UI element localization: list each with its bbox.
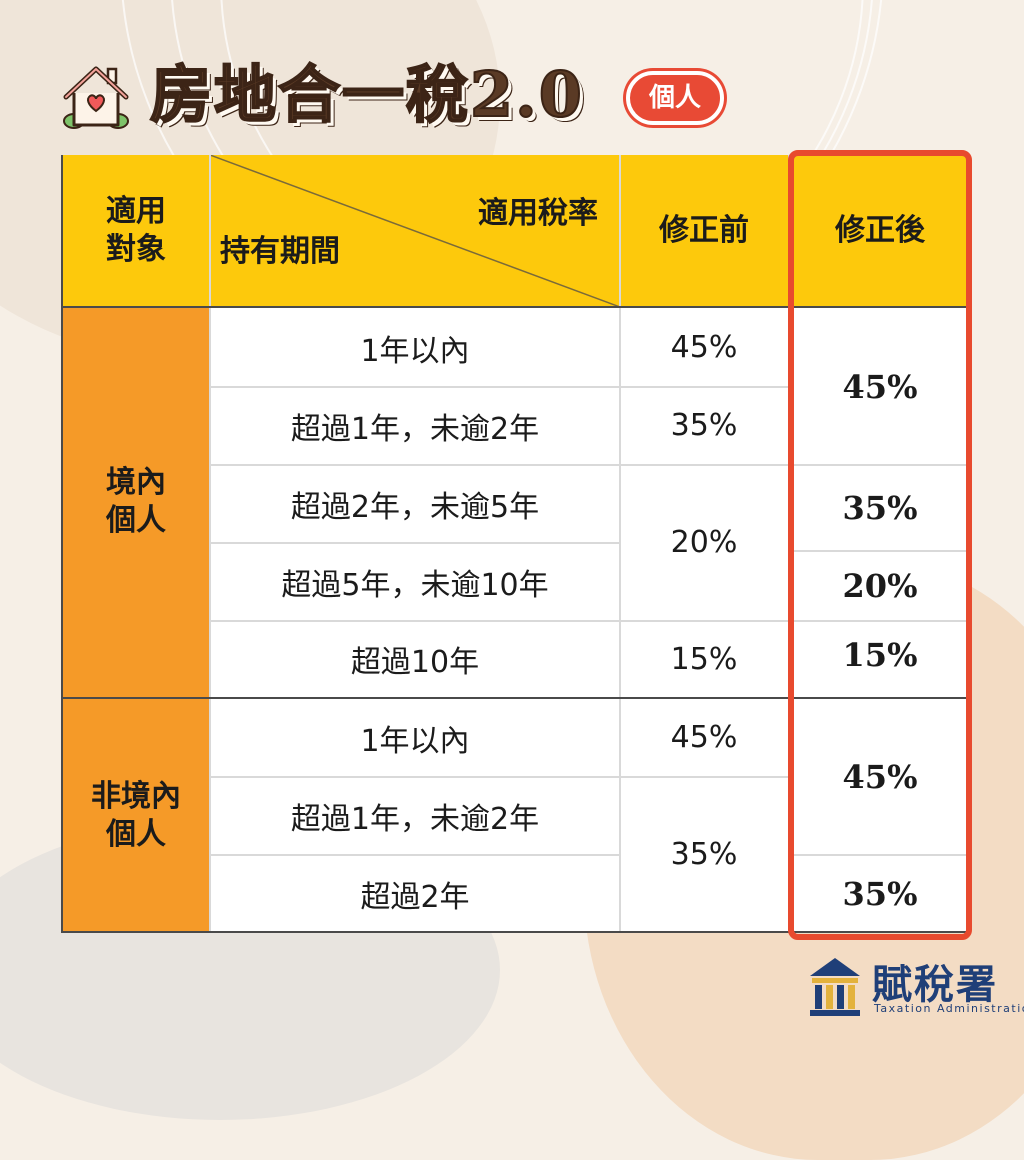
after-rate-cell: 35%: [794, 465, 966, 550]
grid-line: [210, 620, 966, 622]
grid-line: [210, 542, 620, 544]
after-rate: 35%: [842, 488, 918, 527]
grid-line: [210, 386, 620, 388]
category-badge: 個人: [626, 71, 724, 125]
header-before-cell: 修正前: [620, 155, 788, 307]
before-rate-cell: 45%: [620, 699, 788, 776]
header-separator: [62, 306, 966, 308]
header-rate-label: 適用稅率: [478, 196, 598, 231]
header-before-label: 修正前: [659, 213, 749, 248]
after-rate: 45%: [842, 757, 918, 796]
grid-line: [620, 776, 788, 778]
before-rate: 45%: [670, 720, 738, 755]
period-cell: 1年以內: [210, 309, 620, 386]
period-label: 超過1年，未逾2年: [290, 801, 540, 837]
period-label: 1年以內: [360, 723, 470, 759]
period-label: 超過5年，未逾10年: [281, 567, 549, 603]
grid-line: [210, 464, 966, 466]
after-rate-cell: 15%: [794, 621, 966, 689]
logo-name: 賦稅署: [872, 962, 998, 1008]
before-rate-cell: 35%: [620, 777, 788, 932]
house-heart-icon: [63, 66, 129, 129]
building-icon: [810, 958, 860, 1016]
before-rate-cell: 20%: [620, 465, 788, 620]
table-left-border: [61, 155, 63, 933]
diagonal-divider: [210, 155, 620, 307]
header-period-label: 持有期間: [220, 234, 340, 269]
group-label-cell: 境內 個人: [62, 307, 210, 697]
header-target-cell: 適用 對象: [62, 155, 210, 307]
after-rate: 15%: [842, 636, 918, 674]
table-body: [210, 307, 966, 932]
table-bottom-border: [62, 931, 966, 933]
after-rate: 20%: [842, 566, 918, 605]
grid-line: [620, 386, 788, 388]
before-rate-cell: 35%: [620, 387, 788, 464]
after-rate-cell: 45%: [794, 309, 966, 464]
period-label: 超過2年，未逾5年: [290, 489, 540, 525]
before-rate: 45%: [670, 330, 738, 365]
logo-subtitle: Taxation Administration: [874, 1002, 1024, 1015]
period-cell: 超過2年，未逾5年: [210, 465, 620, 542]
after-rate-cell: 35%: [794, 855, 966, 932]
grid-line: [619, 155, 621, 932]
group-label: 境內 個人: [106, 465, 166, 538]
period-cell: 超過5年，未逾10年: [210, 543, 620, 620]
before-rate-cell: 45%: [620, 309, 788, 386]
grid-line: [210, 776, 620, 778]
grid-line: [794, 854, 966, 856]
group-label-cell: 非境內 個人: [62, 699, 210, 932]
group-label: 非境內 個人: [91, 778, 181, 852]
period-label: 1年以內: [360, 333, 470, 369]
period-label: 超過10年: [350, 645, 480, 680]
agency-logo: 賦稅署 Taxation Administration: [806, 952, 1024, 1022]
page-header: 房地合一稅2.0 個人: [60, 55, 760, 135]
before-rate: 35%: [670, 837, 738, 872]
header-target-label: 適用 對象: [106, 194, 166, 267]
grid-line: [794, 550, 966, 552]
period-cell: 超過10年: [210, 621, 620, 697]
after-rate-cell: 45%: [794, 699, 966, 854]
period-cell: 超過1年，未逾2年: [210, 387, 620, 464]
revised-rate-highlight: [788, 150, 972, 940]
header-after-label: 修正後: [835, 213, 925, 248]
header-after-cell: 修正後: [794, 155, 966, 307]
page-title: 房地合一稅2.0: [149, 57, 584, 132]
before-rate: 20%: [670, 525, 738, 560]
before-rate: 35%: [670, 408, 738, 443]
after-rate: 35%: [842, 874, 918, 913]
group-separator: [62, 697, 966, 699]
grid-line: [210, 854, 620, 856]
before-rate-cell: 15%: [620, 621, 788, 697]
period-cell: 1年以內: [210, 699, 620, 776]
after-rate: 45%: [842, 367, 918, 406]
period-cell: 超過2年: [210, 855, 620, 932]
header-diagonal-cell: 適用稅率 持有期間: [210, 155, 620, 307]
period-label: 超過1年，未逾2年: [290, 411, 540, 447]
after-rate-cell: 20%: [794, 551, 966, 620]
before-rate: 15%: [670, 641, 738, 677]
period-cell: 超過1年，未逾2年: [210, 777, 620, 854]
period-label: 超過2年: [360, 879, 470, 915]
